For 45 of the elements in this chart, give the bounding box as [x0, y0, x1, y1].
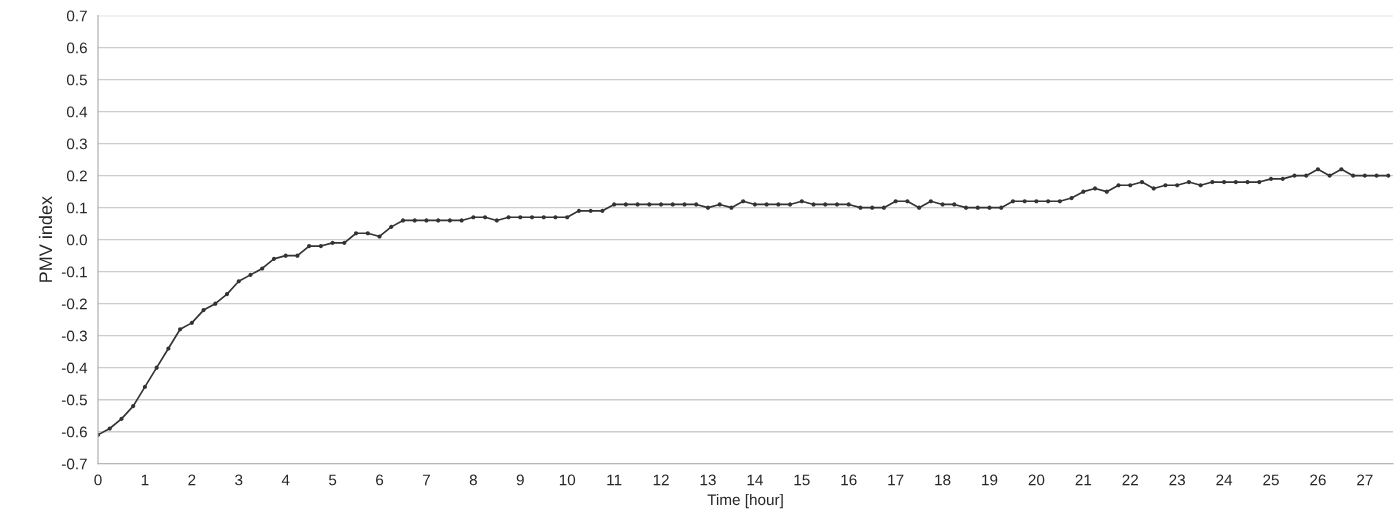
x-tick-label: 3	[235, 474, 243, 486]
y-tick-label: -0.4	[61, 362, 88, 374]
y-tick-label: 0.5	[66, 74, 87, 86]
y-tick-label: 0.0	[66, 234, 87, 246]
x-tick-label: 1	[141, 474, 149, 486]
y-axis-title: PMV index	[38, 196, 53, 282]
y-tick-label: -0.2	[61, 298, 87, 310]
y-tick-label: -0.7	[61, 458, 87, 470]
x-tick-label: 27	[1357, 474, 1373, 486]
x-axis-title: Time [hour]	[707, 493, 783, 509]
x-tick-label: 17	[888, 474, 904, 486]
x-tick-label: 15	[794, 474, 810, 486]
x-tick-label: 22	[1122, 474, 1138, 486]
x-tick-label: 14	[747, 474, 763, 486]
x-tick-label: 23	[1169, 474, 1185, 486]
x-tick-label: 11	[607, 474, 622, 486]
x-tick-label: 12	[653, 474, 669, 486]
y-tick-label: 0.1	[66, 202, 87, 214]
x-tick-label: 6	[376, 474, 384, 486]
y-tick-label: -0.6	[61, 426, 87, 438]
x-tick-label: 20	[1028, 474, 1045, 486]
x-tick-label: 8	[469, 474, 477, 486]
x-tick-label: 24	[1216, 474, 1233, 486]
x-tick-label: 10	[559, 474, 576, 486]
x-tick-label: 16	[841, 474, 857, 486]
x-tick-label: 0	[94, 474, 102, 486]
x-tick-label: 18	[935, 474, 951, 486]
y-tick-label: 0.6	[66, 42, 87, 54]
y-tick-label: -0.1	[61, 266, 87, 278]
x-tick-label: 19	[982, 474, 998, 486]
x-tick-label: 21	[1075, 474, 1092, 486]
y-tick-label: 0.4	[66, 106, 88, 118]
x-tick-label: 2	[188, 474, 196, 486]
y-tick-label: 0.2	[66, 170, 87, 182]
x-tick-label: 9	[516, 474, 524, 486]
x-tick-label: 5	[328, 474, 337, 486]
y-tick-label: -0.3	[61, 330, 87, 342]
y-tick-label: -0.5	[61, 394, 87, 406]
x-tick-label: 7	[422, 474, 430, 486]
x-tick-label: 25	[1263, 474, 1279, 486]
x-tick-label: 13	[700, 474, 716, 486]
x-tick-label: 4	[281, 474, 290, 486]
y-tick-label: 0.3	[66, 138, 87, 150]
x-tick-label: 26	[1310, 474, 1326, 486]
y-tick-label: 0.7	[66, 10, 87, 22]
